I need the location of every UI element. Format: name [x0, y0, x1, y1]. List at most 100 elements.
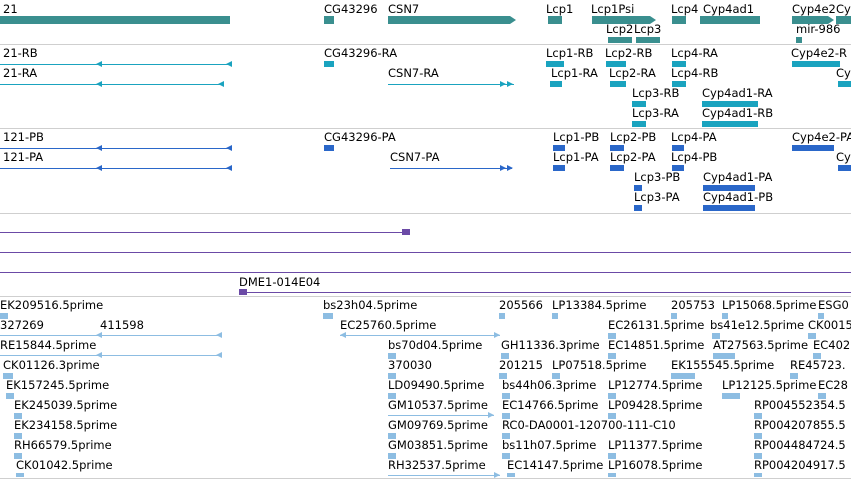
- est-feature[interactable]: [0, 313, 8, 319]
- est-feature[interactable]: [388, 373, 396, 379]
- est-feature[interactable]: [608, 413, 616, 419]
- feature-label[interactable]: Lcp1-PA: [553, 150, 599, 164]
- assembly-feature[interactable]: [0, 252, 851, 253]
- feature-label[interactable]: CSN7-RA: [388, 66, 439, 80]
- feature-label[interactable]: Lcp3: [634, 22, 662, 36]
- feature-label[interactable]: Lcp4-PA: [671, 130, 717, 144]
- feature-label[interactable]: LP13384.5prime: [552, 298, 647, 312]
- est-feature[interactable]: [808, 333, 816, 339]
- transcript-feature[interactable]: [672, 61, 686, 67]
- feature-label[interactable]: AT27563.5prime: [713, 338, 809, 352]
- feature-label[interactable]: EK234158.5prime: [14, 418, 118, 432]
- feature-label[interactable]: 21: [3, 2, 18, 16]
- feature-label[interactable]: Lcp4-RA: [671, 46, 718, 60]
- est-feature[interactable]: [501, 353, 509, 359]
- protein-feature[interactable]: [838, 165, 851, 171]
- est-feature[interactable]: [16, 473, 24, 477]
- feature-label[interactable]: EK157245.5prime: [6, 378, 110, 392]
- feature-label[interactable]: Cy: [836, 66, 851, 80]
- feature-label[interactable]: Lcp2-PB: [610, 130, 657, 144]
- feature-label[interactable]: CK0015: [808, 318, 851, 332]
- protein-feature[interactable]: [792, 145, 834, 151]
- feature-label[interactable]: Lcp2-RB: [605, 46, 653, 60]
- feature-label[interactable]: Cyp4ad1: [703, 2, 755, 16]
- est-feature[interactable]: [754, 413, 762, 419]
- feature-label[interactable]: Lcp1-RA: [551, 66, 598, 80]
- feature-label[interactable]: RE15844.5prime: [0, 338, 97, 352]
- feature-label[interactable]: LP11377.5prime: [608, 438, 703, 452]
- feature-label[interactable]: bs44h06.3prime: [502, 378, 597, 392]
- transcript-feature[interactable]: [838, 81, 851, 87]
- feature-label[interactable]: Cyp4e2-R: [791, 46, 847, 60]
- protein-feature[interactable]: [610, 165, 624, 171]
- est-feature[interactable]: [388, 353, 396, 359]
- feature-label[interactable]: CG43296: [324, 2, 378, 16]
- feature-label[interactable]: EK245039.5prime: [14, 398, 118, 412]
- est-feature[interactable]: [499, 313, 505, 319]
- feature-label[interactable]: mir-986: [796, 22, 841, 36]
- clone-feature[interactable]: [239, 292, 851, 293]
- protein-feature[interactable]: [553, 165, 565, 171]
- est-feature[interactable]: [552, 373, 560, 379]
- feature-label[interactable]: Cyp4ad1-PB: [703, 190, 774, 204]
- feature-label[interactable]: LP09428.5prime: [608, 398, 703, 412]
- feature-label[interactable]: 21-RB: [3, 46, 38, 60]
- feature-label[interactable]: ESG0: [818, 298, 849, 312]
- transcript-feature[interactable]: [632, 101, 646, 107]
- feature-label[interactable]: CK01042.5prime: [16, 458, 113, 472]
- feature-label[interactable]: Lcp1: [546, 2, 574, 16]
- feature-label[interactable]: 411598: [100, 318, 144, 332]
- feature-label[interactable]: LP07518.5prime: [552, 358, 647, 372]
- feature-label[interactable]: Lcp3-PA: [634, 190, 680, 204]
- est-feature[interactable]: [340, 335, 500, 336]
- feature-label[interactable]: Lcp1-PB: [553, 130, 600, 144]
- gene-feature[interactable]: [796, 37, 802, 43]
- gene-feature[interactable]: [700, 16, 760, 24]
- feature-label[interactable]: bs41e12.5prime: [710, 318, 805, 332]
- est-feature[interactable]: [790, 373, 798, 379]
- est-feature[interactable]: [818, 313, 824, 319]
- feature-label[interactable]: LP12125.5prime: [722, 378, 817, 392]
- protein-feature[interactable]: [634, 205, 642, 211]
- feature-label[interactable]: Cyp4ad1-PA: [703, 170, 773, 184]
- feature-label[interactable]: Lcp2-RA: [609, 66, 656, 80]
- feature-label[interactable]: EK209516.5prime: [0, 298, 104, 312]
- feature-label[interactable]: RE45723.: [790, 358, 846, 372]
- protein-feature[interactable]: [634, 185, 642, 191]
- protein-feature[interactable]: [0, 168, 232, 169]
- assembly-feature[interactable]: [0, 272, 851, 273]
- transcript-feature[interactable]: [388, 84, 514, 85]
- feature-label[interactable]: EC14147.5prime: [507, 458, 604, 472]
- est-feature[interactable]: [754, 473, 762, 477]
- est-feature[interactable]: [608, 473, 616, 477]
- est-feature[interactable]: [499, 373, 507, 379]
- est-feature[interactable]: [14, 413, 22, 419]
- est-feature[interactable]: [502, 433, 510, 439]
- feature-label[interactable]: Lcp3-PB: [634, 170, 681, 184]
- feature-label[interactable]: Cy: [836, 2, 851, 16]
- est-feature[interactable]: [502, 453, 510, 459]
- gene-feature[interactable]: [592, 16, 656, 24]
- feature-label[interactable]: CSN7: [388, 2, 420, 16]
- protein-feature[interactable]: [610, 145, 624, 151]
- transcript-feature[interactable]: [610, 81, 626, 87]
- est-feature[interactable]: [754, 453, 762, 459]
- feature-label[interactable]: CK01126.3prime: [3, 358, 100, 372]
- est-feature[interactable]: [388, 453, 396, 459]
- est-feature[interactable]: [0, 335, 222, 336]
- feature-label[interactable]: Lcp3-RB: [632, 86, 680, 100]
- feature-label[interactable]: LP16078.5prime: [608, 458, 703, 472]
- transcript-feature[interactable]: [792, 61, 840, 67]
- est-feature[interactable]: [671, 313, 677, 319]
- feature-label[interactable]: Cyp4e2-PA: [792, 130, 851, 144]
- transcript-feature[interactable]: [546, 61, 564, 67]
- feature-label[interactable]: 121-PA: [3, 150, 44, 164]
- feature-label[interactable]: EC402: [813, 338, 851, 352]
- est-feature[interactable]: [608, 453, 616, 459]
- feature-label[interactable]: GM10537.5prime: [388, 398, 488, 412]
- feature-label[interactable]: bs23h04.5prime: [323, 298, 418, 312]
- est-feature[interactable]: [507, 473, 515, 477]
- feature-label[interactable]: EC14851.5prime: [608, 338, 705, 352]
- protein-feature[interactable]: [0, 148, 232, 149]
- feature-label[interactable]: EK155545.5prime: [671, 358, 775, 372]
